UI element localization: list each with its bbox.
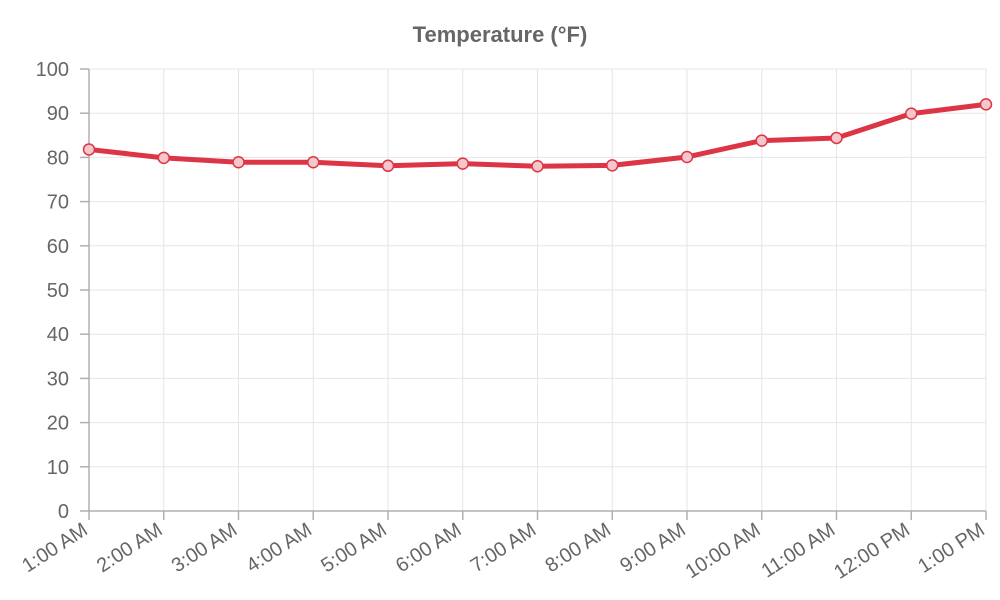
y-tick-label: 40 xyxy=(47,324,69,346)
data-point[interactable] xyxy=(531,159,544,173)
x-tick-label: 5:00 AM xyxy=(317,519,391,577)
y-tick-label: 80 xyxy=(47,147,69,169)
data-point[interactable] xyxy=(307,156,320,169)
y-tick-label: 70 xyxy=(47,192,69,214)
y-tick-label: 90 xyxy=(47,103,69,125)
x-tick-label: 8:00 AM xyxy=(541,519,615,577)
y-tick-label: 60 xyxy=(47,236,69,258)
x-tick-label: 3:00 AM xyxy=(168,519,242,577)
data-point[interactable] xyxy=(157,151,170,165)
x-tick-label: 6:00 AM xyxy=(392,519,466,577)
x-tick-label: 7:00 AM xyxy=(467,519,541,577)
data-point[interactable] xyxy=(456,157,469,170)
data-point[interactable] xyxy=(381,159,395,173)
data-point[interactable] xyxy=(905,107,918,120)
x-tick-label: 9:00 AM xyxy=(616,519,690,577)
y-tick-label: 50 xyxy=(47,280,69,302)
data-point[interactable] xyxy=(232,156,245,169)
y-tick-label: 0 xyxy=(58,501,69,523)
y-tick-label: 20 xyxy=(47,413,69,435)
chart-title: Temperature (°F) xyxy=(413,22,588,47)
y-tick-label: 100 xyxy=(36,59,69,81)
x-tick-label: 4:00 AM xyxy=(242,519,316,577)
y-tick-label: 10 xyxy=(47,457,69,479)
x-tick-label: 1:00 AM xyxy=(18,519,92,577)
x-tick-label: 10:00 AM xyxy=(682,519,765,583)
data-point[interactable] xyxy=(82,143,96,156)
data-point[interactable] xyxy=(830,131,843,145)
x-tick-label: 12:00 PM xyxy=(830,519,914,584)
y-tick-label: 30 xyxy=(47,368,69,390)
data-point[interactable] xyxy=(755,134,768,147)
data-point[interactable] xyxy=(606,159,619,172)
x-tick-label: 1:00 PM xyxy=(914,519,988,578)
data-point[interactable] xyxy=(680,150,694,164)
series-layer xyxy=(82,98,993,173)
x-tick-label: 2:00 AM xyxy=(93,519,167,577)
data-point[interactable] xyxy=(979,98,993,111)
x-tick-label: 11:00 AM xyxy=(758,519,840,583)
